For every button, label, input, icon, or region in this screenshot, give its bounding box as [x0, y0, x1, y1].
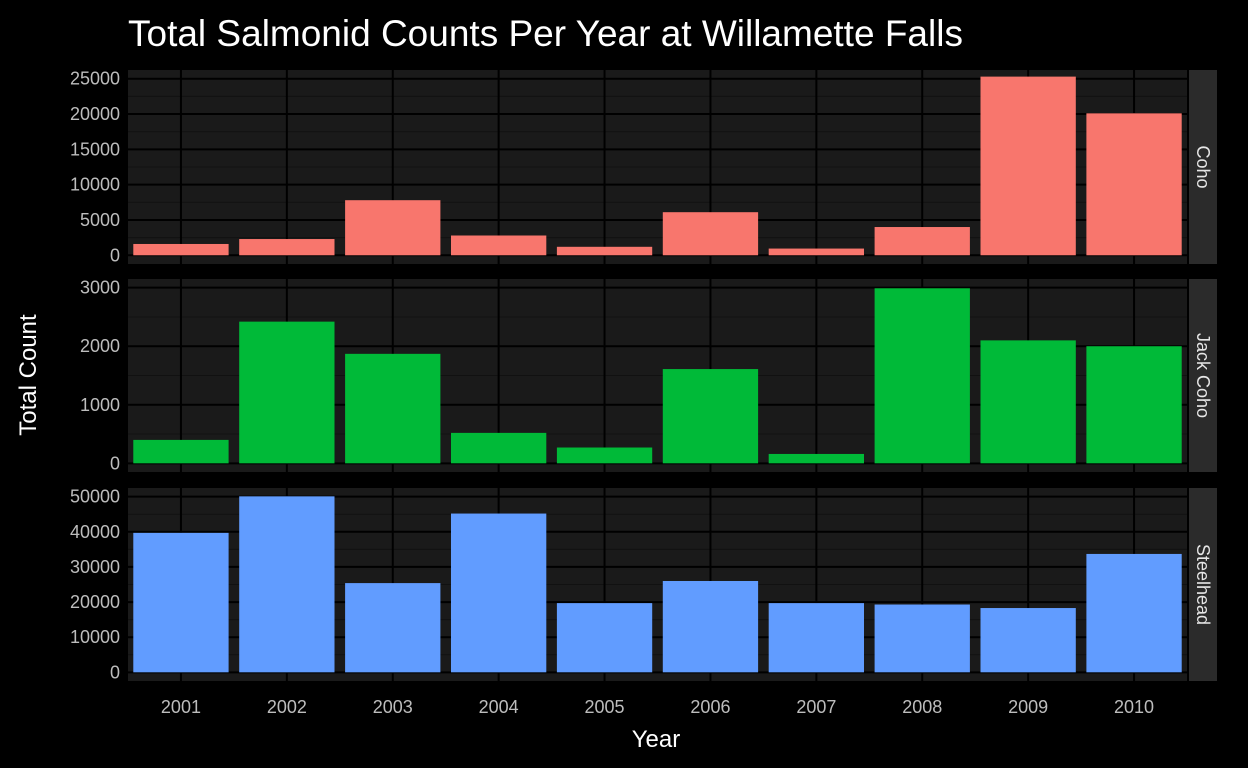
y-tick-label: 10000 — [70, 175, 120, 195]
bar-jack-coho-2007 — [768, 453, 865, 464]
facet-strip — [1189, 70, 1217, 264]
y-tick-label: 10000 — [70, 627, 120, 647]
bar-coho-2007 — [768, 248, 865, 256]
facet-panel-steelhead: 0 10000 20000 30000 40000 50000 Steelhead — [70, 487, 1217, 682]
x-tick-label: 2009 — [1008, 697, 1048, 717]
x-tick-label: 2001 — [161, 697, 201, 717]
y-axis-title: Total Count — [15, 314, 42, 436]
bar-jack-coho-2005 — [556, 447, 653, 464]
bar-steelhead-2004 — [450, 513, 547, 673]
bar-steelhead-2009 — [980, 608, 1076, 673]
facet-strip — [1189, 488, 1217, 681]
x-tick-label: 2005 — [585, 697, 625, 717]
y-tick-label: 1000 — [80, 395, 120, 415]
bar-coho-2006 — [662, 212, 759, 256]
y-tick-label: 30000 — [70, 557, 120, 577]
bar-jack-coho-2004 — [450, 432, 547, 464]
bar-steelhead-2005 — [556, 603, 653, 673]
facet-strip-label: Coho — [1193, 145, 1213, 188]
facet-strip-label: Jack Coho — [1193, 333, 1213, 418]
bar-coho-2002 — [239, 239, 335, 256]
chart-title: Total Salmonid Counts Per Year at Willam… — [128, 13, 963, 54]
bar-coho-2004 — [450, 235, 547, 256]
y-tick-label: 15000 — [70, 139, 120, 159]
x-tick-label: 2004 — [479, 697, 519, 717]
x-tick-label: 2003 — [373, 697, 413, 717]
bar-jack-coho-2006 — [662, 369, 759, 464]
bar-coho-2010 — [1086, 113, 1182, 256]
bar-coho-2008 — [874, 227, 970, 256]
facet-panel-coho: 0 5000 10000 15000 20000 25000 Coho — [70, 69, 1217, 265]
bar-steelhead-2008 — [874, 604, 970, 673]
y-tick-label: 3000 — [80, 278, 120, 298]
y-tick-label: 50000 — [70, 487, 120, 507]
bar-coho-2001 — [133, 243, 229, 256]
facet-panel-jack-coho: 0 1000 2000 3000 Jack Coho — [80, 278, 1217, 473]
x-tick-label: 2007 — [796, 697, 836, 717]
facet-strip-label: Steelhead — [1193, 544, 1213, 625]
bar-jack-coho-2008 — [874, 288, 970, 464]
facet-panels: 0 5000 10000 15000 20000 25000 Coho 0 1000 2000 30… — [70, 69, 1217, 682]
bar-steelhead-2006 — [662, 580, 759, 673]
x-tick-label: 2006 — [690, 697, 730, 717]
y-tick-label: 20000 — [70, 104, 120, 124]
x-axis-ticks: 2001 2002 2003 2004 2005 2006 2007 2008 2009 2010 — [161, 697, 1154, 717]
bar-jack-coho-2003 — [345, 353, 441, 464]
y-tick-label: 0 — [110, 662, 120, 682]
facet-strip — [1189, 279, 1217, 472]
y-tick-label: 20000 — [70, 592, 120, 612]
bar-coho-2009 — [980, 76, 1076, 256]
bar-coho-2005 — [556, 246, 653, 256]
x-tick-label: 2008 — [902, 697, 942, 717]
x-tick-label: 2002 — [267, 697, 307, 717]
bar-jack-coho-2002 — [239, 321, 335, 464]
y-tick-label: 0 — [110, 453, 120, 473]
y-tick-label: 0 — [110, 245, 120, 265]
y-tick-label: 40000 — [70, 522, 120, 542]
bar-steelhead-2007 — [768, 603, 865, 673]
bar-steelhead-2001 — [133, 532, 229, 673]
bar-steelhead-2003 — [345, 583, 441, 673]
bar-steelhead-2002 — [239, 496, 335, 673]
y-tick-label: 2000 — [80, 336, 120, 356]
bar-jack-coho-2001 — [133, 439, 229, 464]
bar-jack-coho-2009 — [980, 340, 1076, 464]
bar-coho-2003 — [345, 200, 441, 256]
bar-jack-coho-2010 — [1086, 346, 1182, 464]
y-tick-label: 25000 — [70, 69, 120, 89]
x-tick-label: 2010 — [1114, 697, 1154, 717]
y-tick-label: 5000 — [80, 210, 120, 230]
x-axis-title: Year — [632, 726, 681, 753]
bar-steelhead-2010 — [1086, 553, 1182, 673]
